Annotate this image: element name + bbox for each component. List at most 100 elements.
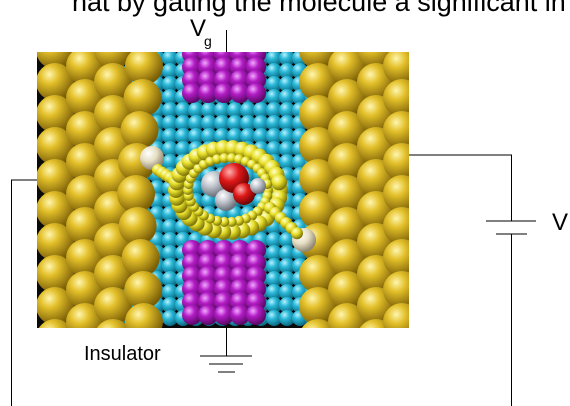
substrate-atom xyxy=(201,115,217,131)
gold-atom-right xyxy=(328,207,366,245)
gold-atom-left xyxy=(66,143,104,181)
substrate-atom xyxy=(162,141,178,157)
gold-atom-left xyxy=(118,207,157,245)
header-text: hat by gating the molecule a significant… xyxy=(72,0,566,17)
substrate-atom xyxy=(266,297,282,313)
gold-atom-right xyxy=(383,175,409,213)
substrate-atom xyxy=(162,271,178,287)
gold-atom-left xyxy=(94,52,132,69)
substrate-atom xyxy=(279,154,295,170)
gold-atom-left xyxy=(37,127,74,165)
ring-atom xyxy=(271,174,288,191)
substrate-atom xyxy=(162,245,178,261)
substrate-atom xyxy=(279,102,295,118)
bias-voltage-label: V xyxy=(552,209,569,236)
gold-atom-left xyxy=(37,191,74,229)
substrate-atom xyxy=(162,128,178,144)
gold-atom-left xyxy=(124,303,163,328)
gold-atom-right xyxy=(328,175,366,213)
substrate-atom xyxy=(162,258,178,274)
substrate-atom xyxy=(162,219,178,235)
gold-atom-right xyxy=(328,52,366,85)
gold-atom-right xyxy=(299,52,337,69)
gold-atom-right xyxy=(299,63,337,101)
substrate-atom xyxy=(279,115,295,131)
substrate-atom xyxy=(162,297,178,313)
gold-atom-right xyxy=(383,303,409,328)
gold-atom-left xyxy=(37,95,74,133)
gold-atom-left xyxy=(94,255,132,293)
substrate-atom xyxy=(266,310,282,326)
gold-electrodes xyxy=(37,52,409,328)
substrate-atom xyxy=(162,52,178,66)
substrate-atom xyxy=(266,284,282,300)
substrate-atom xyxy=(279,232,295,248)
gate-atom xyxy=(230,305,250,325)
gold-atom-right xyxy=(383,79,409,117)
gold-atom-left xyxy=(124,271,163,309)
gate-atom xyxy=(198,83,218,103)
gold-atom-right xyxy=(383,207,409,245)
substrate-atom xyxy=(266,115,282,131)
gold-atom-right xyxy=(301,319,335,328)
gold-atom-right xyxy=(299,191,337,229)
gold-atom-right xyxy=(328,303,366,328)
substrate-atom xyxy=(266,52,282,66)
gold-atom-left xyxy=(124,52,163,85)
substrate-atom xyxy=(266,63,282,79)
substrate-atom xyxy=(266,271,282,287)
circuit-wires xyxy=(11,30,536,406)
substrate-atom xyxy=(240,102,256,118)
substrate-atom xyxy=(188,102,204,118)
gold-atom-right xyxy=(299,95,337,133)
substrate-atom xyxy=(279,284,295,300)
gate-atom xyxy=(182,83,202,103)
substrate-atom xyxy=(253,128,269,144)
gold-atom-left xyxy=(38,319,72,328)
substrate-atom xyxy=(279,271,295,287)
gate-atom xyxy=(246,305,266,325)
substrate-atom xyxy=(162,63,178,79)
chain-atom xyxy=(291,227,303,240)
gold-atom-right xyxy=(383,239,409,277)
substrate-atom xyxy=(201,193,217,209)
gold-atom-left xyxy=(66,175,104,213)
gate-atom xyxy=(214,83,234,103)
substrate-atom xyxy=(266,258,282,274)
gate-atom xyxy=(214,305,234,325)
gate-atom xyxy=(246,83,266,103)
gold-atom-left xyxy=(37,63,74,101)
substrate-atom xyxy=(227,128,243,144)
substrate-atom xyxy=(162,115,178,131)
substrate-atom xyxy=(279,297,295,313)
substrate-atom xyxy=(279,128,295,144)
molecule xyxy=(140,140,316,252)
gate-atom xyxy=(198,305,218,325)
gold-atom-right xyxy=(299,255,337,293)
magenta-gate-electrode xyxy=(182,52,266,325)
gate-atom xyxy=(230,83,250,103)
gold-atom-left xyxy=(37,52,74,69)
substrate-atom xyxy=(175,141,191,157)
substrate-atom xyxy=(162,102,178,118)
substrate-atom xyxy=(188,115,204,131)
insulator-label: Insulator xyxy=(84,343,161,365)
substrate-atom xyxy=(240,128,256,144)
gold-atom-right xyxy=(328,271,366,309)
molecular-image xyxy=(37,52,409,328)
gold-atom-right xyxy=(299,127,337,165)
core-atom-gray xyxy=(250,178,266,194)
gold-atom-left xyxy=(96,319,130,328)
gold-atom-left xyxy=(94,63,132,101)
gold-atom-left xyxy=(66,239,104,277)
gold-atom-left xyxy=(121,239,160,277)
gold-atom-right xyxy=(328,143,366,181)
substrate-atom xyxy=(201,128,217,144)
gold-atom-left xyxy=(37,223,74,261)
substrate-atom xyxy=(253,115,269,131)
substrate-atom xyxy=(175,115,191,131)
gold-atom-right xyxy=(328,239,366,277)
substrate-atom xyxy=(240,115,256,131)
substrate-atom xyxy=(279,258,295,274)
